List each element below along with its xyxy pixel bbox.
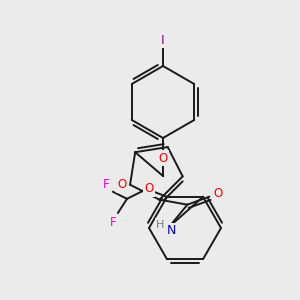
Text: I: I <box>161 34 165 46</box>
Text: F: F <box>110 216 116 229</box>
Text: O: O <box>117 178 127 191</box>
Text: O: O <box>158 152 168 164</box>
Text: H: H <box>156 220 165 230</box>
Text: N: N <box>167 224 176 237</box>
Text: O: O <box>214 187 223 200</box>
Text: O: O <box>144 182 154 195</box>
Text: F: F <box>103 178 109 191</box>
